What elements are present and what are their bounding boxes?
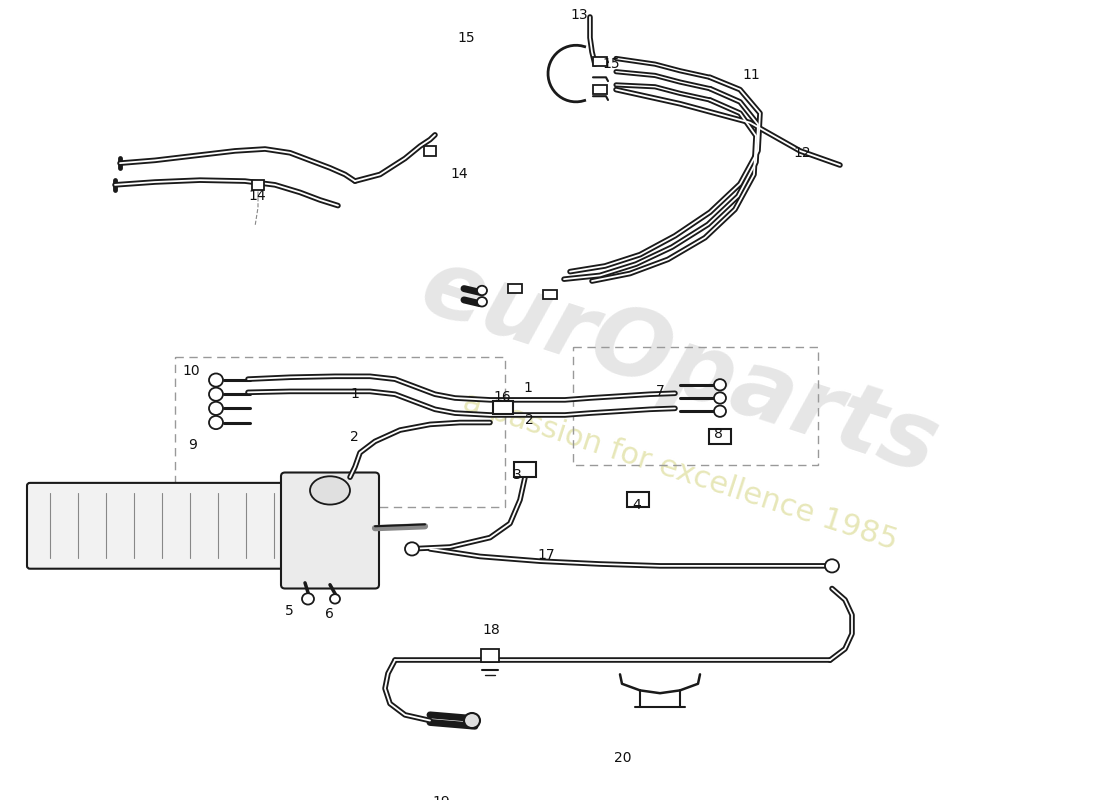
Circle shape <box>405 542 419 555</box>
Circle shape <box>714 379 726 390</box>
Circle shape <box>209 416 223 429</box>
Bar <box>514 462 536 478</box>
Circle shape <box>464 713 480 728</box>
Bar <box>175 357 505 507</box>
Text: 11: 11 <box>742 67 760 82</box>
Text: eurOparts: eurOparts <box>410 241 950 494</box>
Text: 15: 15 <box>456 30 474 45</box>
Text: 14: 14 <box>248 189 265 203</box>
Circle shape <box>209 374 223 386</box>
Bar <box>573 347 818 465</box>
Text: a passion for excellence 1985: a passion for excellence 1985 <box>459 387 901 556</box>
Text: 20: 20 <box>614 751 631 766</box>
Circle shape <box>714 392 726 404</box>
Text: 14: 14 <box>450 167 468 182</box>
FancyBboxPatch shape <box>280 473 380 589</box>
Circle shape <box>209 388 223 401</box>
Circle shape <box>477 286 487 295</box>
Bar <box>593 57 607 66</box>
Bar <box>493 401 513 414</box>
Text: 2: 2 <box>525 413 533 426</box>
Text: 1: 1 <box>350 387 359 402</box>
Ellipse shape <box>310 476 350 505</box>
Text: 16: 16 <box>493 390 510 404</box>
Bar <box>252 180 264 190</box>
Text: 9: 9 <box>188 438 197 452</box>
Text: 3: 3 <box>513 468 521 482</box>
Text: 6: 6 <box>324 607 334 621</box>
Text: 17: 17 <box>537 547 554 562</box>
Bar <box>710 429 732 444</box>
Bar <box>424 146 436 156</box>
Text: 19: 19 <box>432 794 450 800</box>
Text: 15: 15 <box>602 57 619 71</box>
Circle shape <box>714 406 726 417</box>
FancyBboxPatch shape <box>28 483 298 569</box>
Circle shape <box>330 594 340 603</box>
Text: 5: 5 <box>285 604 294 618</box>
Bar <box>543 290 557 299</box>
Circle shape <box>825 559 839 573</box>
Text: 1: 1 <box>522 381 532 394</box>
Text: 10: 10 <box>182 364 199 378</box>
Bar <box>481 649 499 662</box>
Text: 13: 13 <box>570 8 587 22</box>
Text: 8: 8 <box>714 427 723 441</box>
Bar <box>627 492 649 507</box>
Text: 7: 7 <box>656 384 664 398</box>
Text: 4: 4 <box>632 498 640 511</box>
Bar <box>508 284 522 294</box>
Circle shape <box>477 297 487 306</box>
Text: 2: 2 <box>350 430 359 444</box>
Circle shape <box>302 594 313 605</box>
Bar <box>593 86 607 94</box>
Circle shape <box>209 402 223 415</box>
Text: 12: 12 <box>793 146 811 160</box>
Text: 18: 18 <box>482 623 499 637</box>
